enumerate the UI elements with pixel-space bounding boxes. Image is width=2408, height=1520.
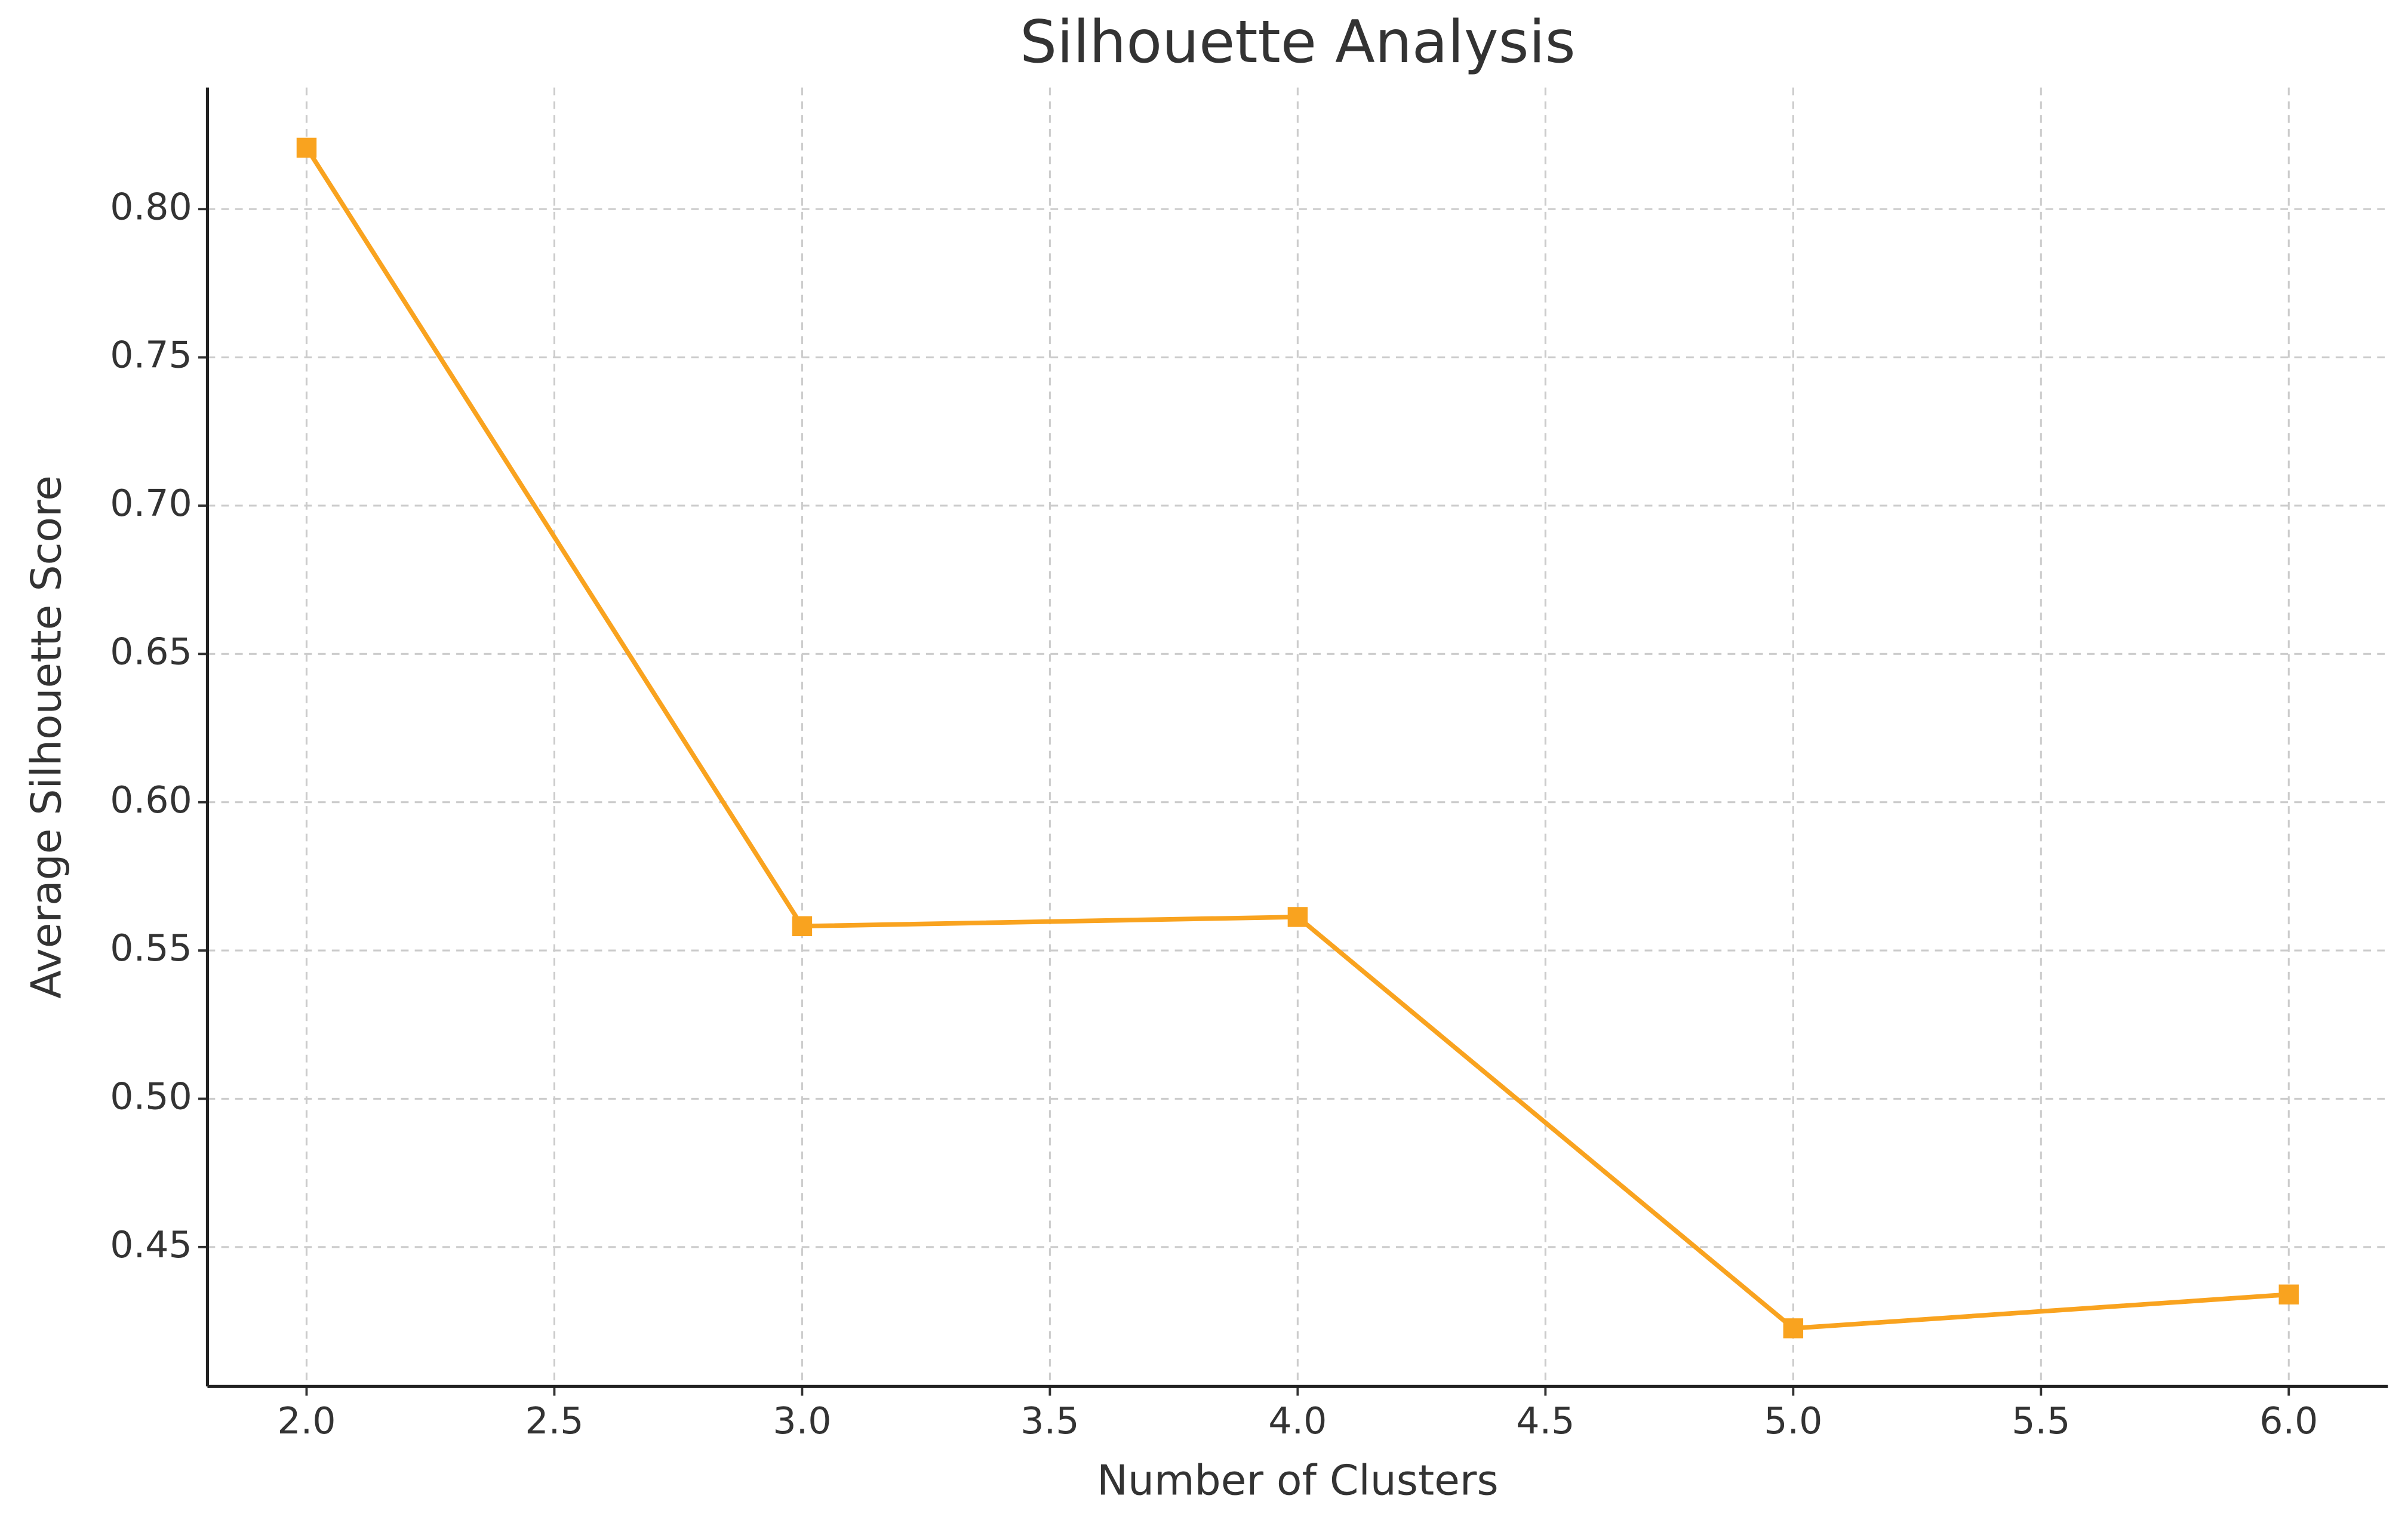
x-tick-label: 4.5: [1516, 1399, 1574, 1442]
y-tick-label: 0.75: [110, 334, 192, 377]
x-tick-label: 2.5: [525, 1399, 583, 1442]
y-tick-label: 0.50: [110, 1075, 192, 1118]
x-tick-label: 3.5: [1020, 1399, 1079, 1442]
y-axis-label: Average Silhouette Score: [23, 475, 71, 999]
x-tick-label: 5.0: [1764, 1399, 1822, 1442]
chart-title: Silhouette Analysis: [1020, 8, 1576, 76]
y-tick-label: 0.55: [110, 927, 192, 970]
x-tick-label: 4.0: [1268, 1399, 1327, 1442]
data-point: [1783, 1318, 1804, 1339]
y-tick-label: 0.65: [110, 630, 192, 673]
y-tick-label: 0.60: [110, 779, 192, 821]
y-tick-label: 0.80: [110, 185, 192, 228]
x-tick-label: 5.5: [2012, 1399, 2070, 1442]
x-tick-label: 6.0: [2259, 1399, 2318, 1442]
y-tick-label: 0.70: [110, 482, 192, 525]
y-tick-label: 0.45: [110, 1223, 192, 1266]
data-point: [296, 137, 317, 158]
x-tick-label: 2.0: [277, 1399, 336, 1442]
data-point: [2278, 1284, 2299, 1304]
x-tick-label: 3.0: [773, 1399, 831, 1442]
x-axis-label: Number of Clusters: [1097, 1457, 1499, 1504]
data-point: [792, 916, 813, 937]
data-point: [1287, 907, 1308, 927]
